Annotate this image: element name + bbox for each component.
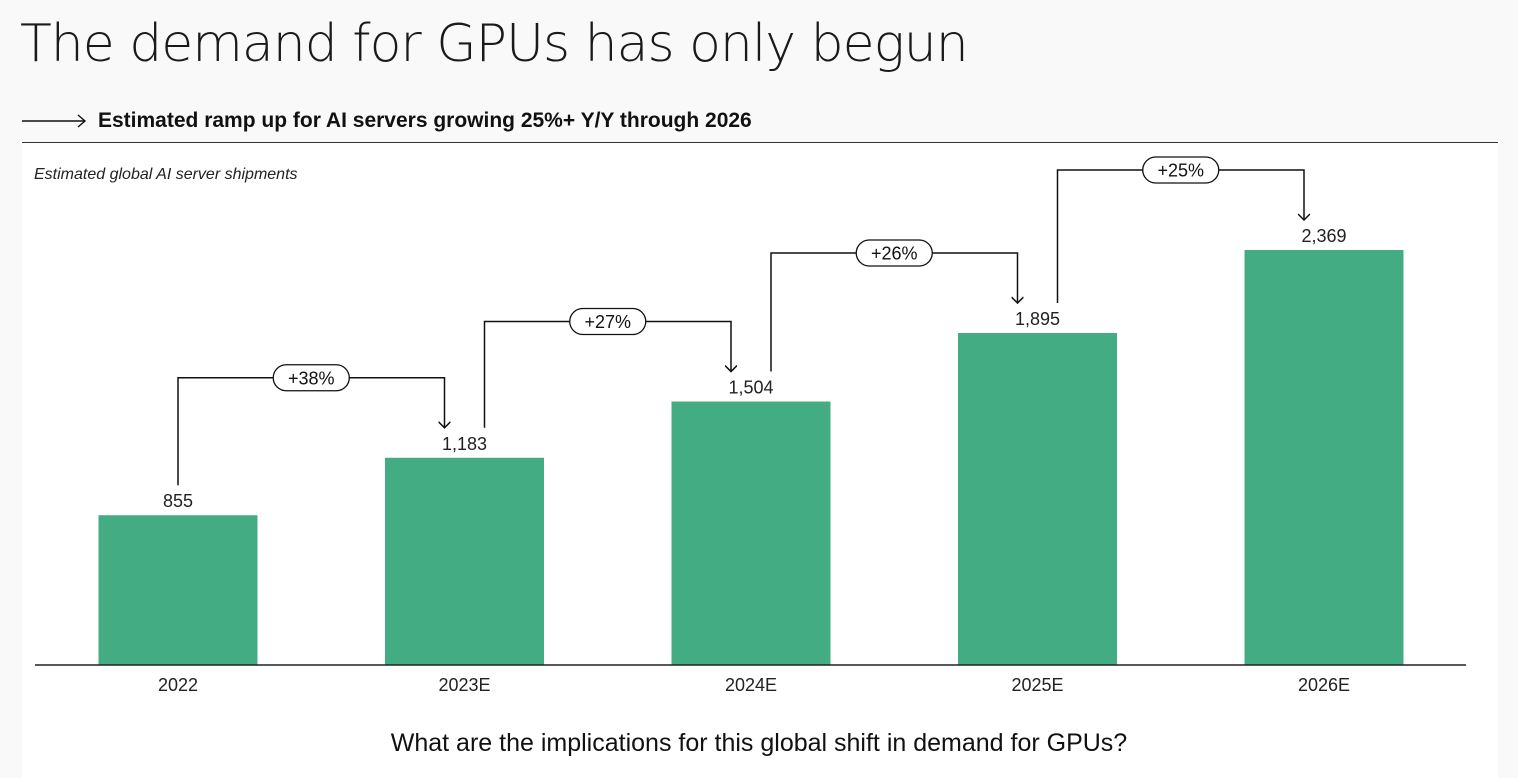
subtitle: Estimated ramp up for AI servers growing… [98, 109, 752, 132]
chart-title: Estimated global AI server shipments [34, 166, 298, 183]
arrow-right-icon [22, 114, 87, 128]
page-title: The demand for GPUs has only begun [20, 14, 969, 74]
subtitle-row: Estimated ramp up for AI servers growing… [22, 106, 1498, 136]
chart-panel [22, 143, 1498, 778]
footer-question: What are the implications for this globa… [390, 729, 1128, 757]
divider [22, 142, 1498, 143]
